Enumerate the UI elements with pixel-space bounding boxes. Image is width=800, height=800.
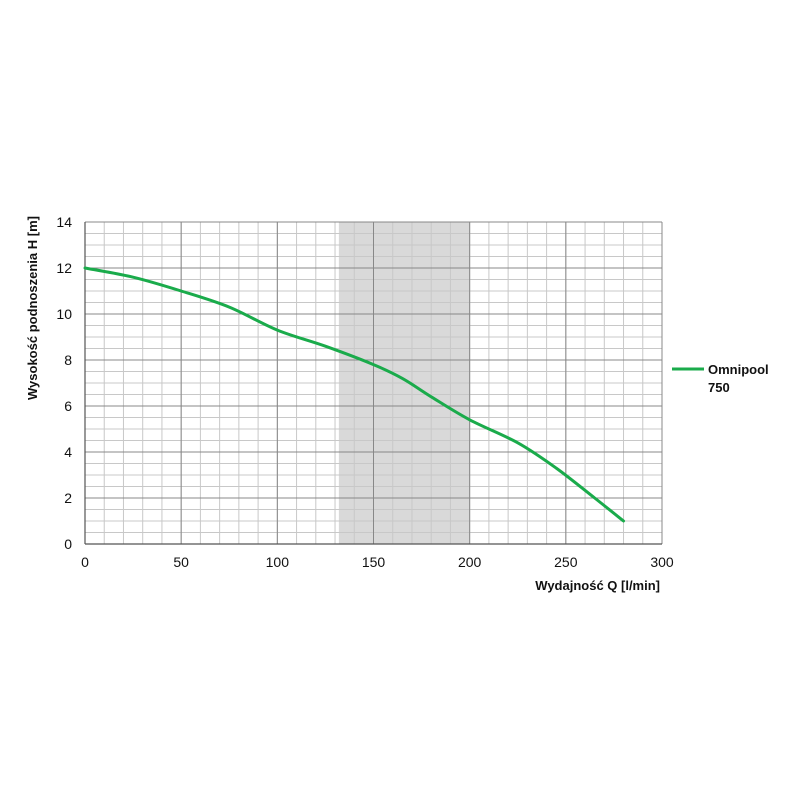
x-tick-label: 250 <box>554 554 578 570</box>
y-tick-label: 12 <box>56 260 72 276</box>
x-tick-label: 300 <box>650 554 674 570</box>
y-axis-title: Wysokość podnoszenia H [m] <box>25 216 40 400</box>
y-tick-label: 8 <box>64 352 72 368</box>
y-axis-ticks: 0 2 4 6 8 10 12 14 <box>56 214 72 552</box>
legend-label-line-1: Omnipool <box>708 362 769 377</box>
legend: Omnipool 750 <box>672 362 769 395</box>
y-tick-label: 6 <box>64 398 72 414</box>
y-tick-label: 4 <box>64 444 72 460</box>
x-tick-label: 150 <box>362 554 386 570</box>
x-tick-label: 200 <box>458 554 482 570</box>
series-line-omnipool-750 <box>83 266 626 523</box>
x-axis-ticks: 0 50 100 150 200 250 300 <box>81 554 674 570</box>
x-axis-title: Wydajność Q [l/min] <box>535 578 660 593</box>
y-tick-label: 10 <box>56 306 72 322</box>
y-tick-label: 14 <box>56 214 72 230</box>
legend-label-line-2: 750 <box>708 380 730 395</box>
y-tick-label: 0 <box>64 536 72 552</box>
x-tick-label: 50 <box>173 554 189 570</box>
x-tick-label: 100 <box>266 554 290 570</box>
x-tick-label: 0 <box>81 554 89 570</box>
y-tick-label: 2 <box>64 490 72 506</box>
major-gridlines <box>84 221 663 545</box>
